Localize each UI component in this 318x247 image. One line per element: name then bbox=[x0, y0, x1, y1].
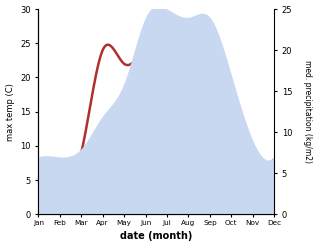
X-axis label: date (month): date (month) bbox=[120, 231, 192, 242]
Y-axis label: med. precipitation (kg/m2): med. precipitation (kg/m2) bbox=[303, 60, 313, 163]
Y-axis label: max temp (C): max temp (C) bbox=[5, 83, 15, 141]
